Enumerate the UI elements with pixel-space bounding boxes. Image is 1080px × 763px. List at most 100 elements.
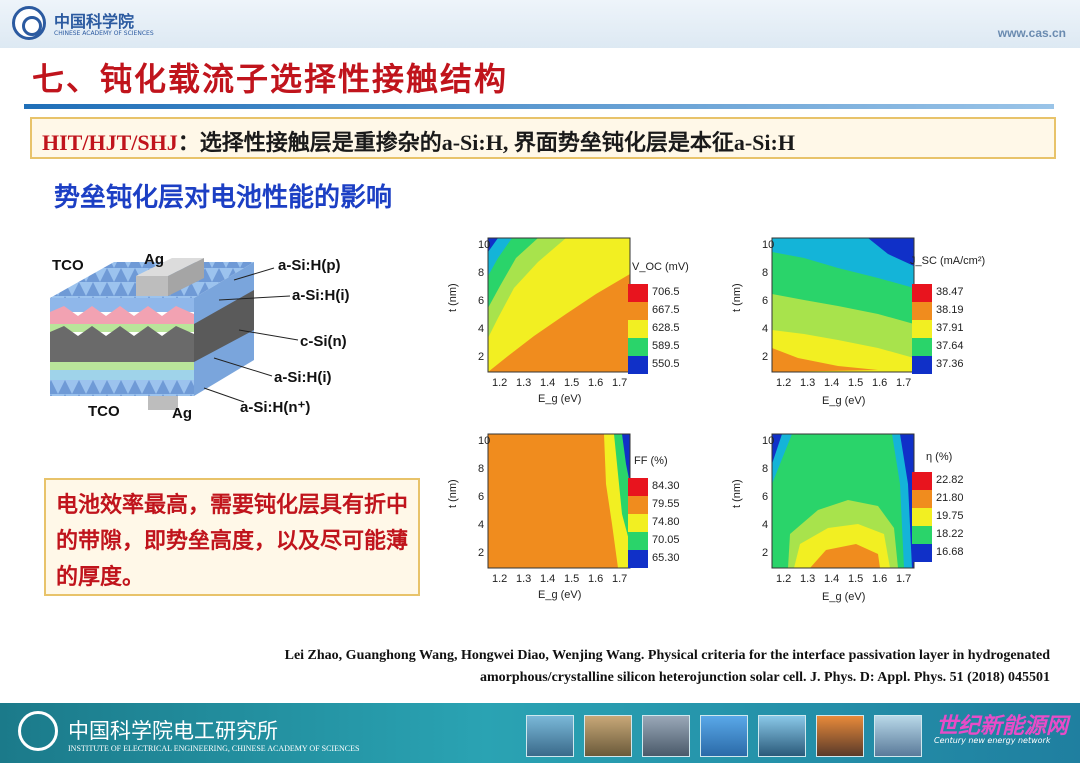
hit-summary-box: HIT/HJT/SHJ：选择性接触层是重掺杂的a-Si:H, 界面势垒钝化层是本… xyxy=(30,117,1056,159)
x-tick: 1.2 xyxy=(492,573,507,585)
colorbar-label: 74.80 xyxy=(652,516,680,528)
x-tick: 1.2 xyxy=(492,377,507,389)
x-axis-label: E_g (eV) xyxy=(538,393,581,405)
jsc-cyan-region xyxy=(772,238,914,288)
ag-top-finger xyxy=(136,276,168,296)
x-tick: 1.7 xyxy=(612,377,627,389)
x-axis-label: E_g (eV) xyxy=(822,395,865,407)
reference-line-1: Lei Zhao, Guanghong Wang, Hongwei Diao, … xyxy=(284,648,1050,663)
photo-thumbnail xyxy=(584,715,632,757)
y-axis-label: t (nm) xyxy=(731,479,743,508)
x-tick: 1.3 xyxy=(800,573,815,585)
csi-layer xyxy=(50,326,194,362)
footer-bar: 中国科学院电工研究所 INSTITUTE OF ELECTRICAL ENGIN… xyxy=(0,703,1080,763)
header-bar: 中国科学院 CHINESE ACADEMY OF SCIENCES www.ca… xyxy=(0,0,1080,48)
y-tick: 10 xyxy=(478,239,490,251)
photo-thumbnail xyxy=(816,715,864,757)
colorbar-band xyxy=(628,496,648,514)
header-url[interactable]: www.cas.cn xyxy=(997,26,1066,40)
colorbar-band xyxy=(628,320,648,338)
title-divider xyxy=(24,104,1054,109)
label-asih-i-bottom: a-Si:H(i) xyxy=(274,369,332,386)
colorbar-label: 706.5 xyxy=(652,286,680,298)
label-ag-top: Ag xyxy=(144,251,164,268)
y-tick: 10 xyxy=(762,435,774,447)
jsc-contour-plot: 10 8 6 4 2 t (nm) 1.2 1.3 1.4 1.5 1.6 1.… xyxy=(731,237,985,407)
colorbar-band xyxy=(912,526,932,544)
label-tco-top: TCO xyxy=(52,257,84,274)
label-asih-nplus: a-Si:H(n⁺) xyxy=(240,399,310,416)
y-tick: 8 xyxy=(762,267,768,279)
tco-bottom-layer xyxy=(50,380,194,396)
ag-top-finger-top xyxy=(136,258,204,276)
colorbar-label: 79.55 xyxy=(652,498,680,510)
colorbar-band xyxy=(628,514,648,532)
photo-thumbnail xyxy=(700,715,748,757)
colorbar-label: 589.5 xyxy=(652,340,680,352)
x-tick: 1.5 xyxy=(564,573,579,585)
section-subtitle: 势垒钝化层对电池性能的影响 xyxy=(54,183,393,213)
y-tick: 4 xyxy=(478,323,484,335)
colorbar-label: 18.22 xyxy=(936,528,964,540)
colorbar-band xyxy=(628,284,648,302)
x-tick: 1.5 xyxy=(848,573,863,585)
x-tick: 1.5 xyxy=(848,377,863,389)
header-logo-en: CHINESE ACADEMY OF SCIENCES xyxy=(54,30,154,37)
watermark-subtext: Century new energy network xyxy=(934,736,1051,745)
colorbar-label: 84.30 xyxy=(652,480,680,492)
y-tick: 4 xyxy=(762,519,768,531)
colorbar-label: 16.68 xyxy=(936,546,964,558)
y-tick: 2 xyxy=(762,351,768,363)
colorbar-band xyxy=(628,302,648,320)
watermark-text: 世纪新能源网 xyxy=(936,714,1069,739)
x-tick: 1.3 xyxy=(800,377,815,389)
x-tick: 1.7 xyxy=(612,573,627,585)
colorbar-label: 37.91 xyxy=(936,322,964,334)
y-tick: 2 xyxy=(762,547,768,559)
x-axis-label: E_g (eV) xyxy=(822,591,865,603)
colorbar-label: 21.80 xyxy=(936,492,964,504)
voc-contour-plot: 10 8 6 4 2 t (nm) 1.2 1.3 1.4 1.5 1.6 1.… xyxy=(447,237,689,405)
cell-structure-diagram: TCO Ag a-Si:H(p) a-Si:H(i) c-Si(n) a-Si:… xyxy=(50,251,350,422)
y-tick: 2 xyxy=(478,547,484,559)
y-tick: 8 xyxy=(762,463,768,475)
photo-thumbnail xyxy=(874,715,922,757)
x-tick: 1.6 xyxy=(588,377,603,389)
tco-front-face xyxy=(50,298,194,312)
asih-nplus-layer xyxy=(50,370,194,380)
ag-top-finger-side xyxy=(168,258,204,296)
x-tick: 1.4 xyxy=(824,573,839,585)
colorbar-label: 22.82 xyxy=(936,474,964,486)
y-tick: 10 xyxy=(762,239,774,251)
efficiency-contour-plot: 10 8 6 4 2 t (nm) 1.2 1.3 1.4 1.5 1.6 1.… xyxy=(731,433,964,603)
x-tick: 1.2 xyxy=(776,573,791,585)
colorbar-band xyxy=(912,472,932,490)
x-tick: 1.4 xyxy=(540,573,555,585)
colorbar-band xyxy=(912,284,932,302)
header-logo-text: 中国科学院 xyxy=(54,12,135,31)
voc-blue-region xyxy=(488,238,498,252)
y-tick: 8 xyxy=(478,267,484,279)
colorbar-band xyxy=(912,302,932,320)
colorbar-band xyxy=(912,338,932,356)
asih-i-bottom-layer xyxy=(50,362,194,370)
colorbar-band xyxy=(912,356,932,374)
x-tick: 1.2 xyxy=(776,377,791,389)
y-tick: 6 xyxy=(762,491,768,503)
y-tick: 2 xyxy=(478,351,484,363)
colorbar-label: 550.5 xyxy=(652,358,680,370)
colorbar-label: 37.64 xyxy=(936,340,964,352)
x-tick: 1.3 xyxy=(516,573,531,585)
x-tick: 1.7 xyxy=(896,573,911,585)
colorbar-label: 37.36 xyxy=(936,358,964,370)
jsc-blue-region xyxy=(868,238,914,266)
y-tick: 6 xyxy=(478,295,484,307)
voc-cyan-region xyxy=(488,238,512,276)
x-tick: 1.4 xyxy=(824,377,839,389)
jsc-orange-region xyxy=(772,348,878,372)
ag-bottom-finger xyxy=(148,396,178,410)
label-asih-i-top: a-Si:H(i) xyxy=(292,287,350,304)
label-asih-p: a-Si:H(p) xyxy=(278,257,341,274)
conclusion-box: 电池效率最高，需要钝化层具有折中的带隙，即势垒高度，以及尽可能薄的厚度。 xyxy=(44,478,420,596)
asih-p-layer xyxy=(50,306,194,324)
